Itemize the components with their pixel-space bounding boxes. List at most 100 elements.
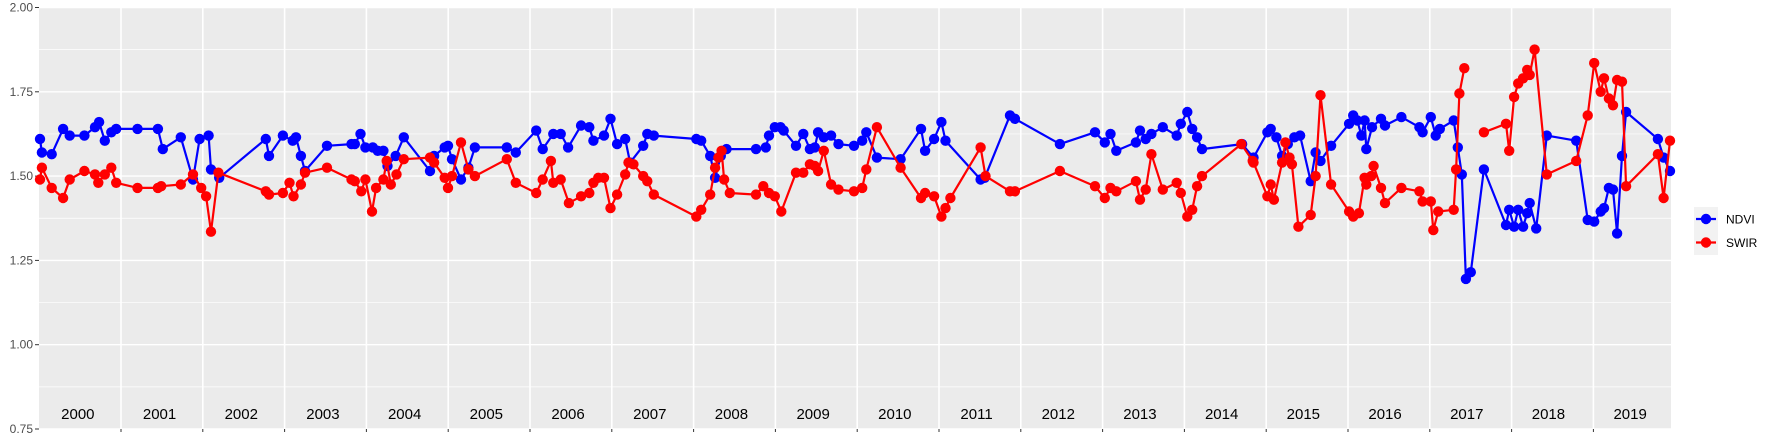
swir-point xyxy=(1325,179,1337,190)
swir-point xyxy=(1175,187,1187,199)
ndvi-point xyxy=(1265,123,1276,135)
ndvi-point xyxy=(750,143,762,155)
year-label: 2000 xyxy=(61,406,94,423)
swir-point xyxy=(200,191,212,202)
swir-point xyxy=(769,191,780,202)
ndvi-point xyxy=(157,143,168,155)
swir-point xyxy=(545,155,557,167)
swir-point xyxy=(299,167,311,178)
swir-point xyxy=(975,142,986,153)
year-label: 2004 xyxy=(388,406,421,423)
ndvi-point xyxy=(1089,127,1101,138)
swir-point xyxy=(605,202,616,214)
ndvi-point xyxy=(1434,123,1446,135)
swir-point xyxy=(106,162,117,173)
ndvi-point xyxy=(1417,127,1428,138)
swir-point xyxy=(628,159,639,170)
ndvi-point xyxy=(1191,132,1203,143)
swir-point xyxy=(187,169,199,180)
swir-point xyxy=(57,192,69,204)
swir-point xyxy=(1353,208,1365,219)
swir-point xyxy=(598,172,610,183)
legend: NDVI SWIR xyxy=(1694,207,1758,255)
ndvi-point xyxy=(1517,221,1529,232)
swir-point xyxy=(1375,182,1387,194)
year-label: 2007 xyxy=(633,406,666,423)
ndvi-point xyxy=(1356,130,1367,141)
year-label: 2006 xyxy=(551,406,584,423)
swir-point xyxy=(1268,194,1280,205)
y-tick-label: 1.50 xyxy=(10,169,34,183)
ndvi-point xyxy=(936,116,947,128)
ndvi-point xyxy=(611,138,623,150)
swir-point xyxy=(1658,192,1669,204)
ndvi-point xyxy=(1598,202,1610,214)
legend-key-point-swir xyxy=(1700,237,1712,248)
swir-point xyxy=(295,179,307,190)
swir-point xyxy=(442,182,454,194)
swir-point xyxy=(1508,91,1520,103)
swir-point xyxy=(349,176,360,187)
swir-point xyxy=(936,211,947,222)
swir-point xyxy=(1589,57,1600,69)
swir-point xyxy=(705,189,716,200)
ndvi-point xyxy=(1359,115,1370,126)
ndvi-point xyxy=(1504,204,1515,215)
swir-point xyxy=(366,206,378,217)
ndvi-point xyxy=(555,128,566,140)
ndvi-point xyxy=(1500,219,1512,231)
ndvi-point xyxy=(1146,128,1157,140)
ndvi-point xyxy=(290,132,302,143)
legend-label-ndvi: NDVI xyxy=(1726,213,1755,227)
swir-point xyxy=(945,192,956,204)
swir-point xyxy=(381,155,392,167)
swir-point xyxy=(1089,181,1101,192)
ndvi-point xyxy=(1343,118,1355,129)
ndvi-point xyxy=(194,133,205,145)
year-label: 2005 xyxy=(470,406,503,423)
ndvi-point xyxy=(763,130,775,141)
swir-point xyxy=(1054,165,1066,177)
ndvi-point xyxy=(36,147,48,158)
swir-line xyxy=(38,67,1466,233)
ndvi-point xyxy=(1130,137,1142,148)
ndvi-point xyxy=(1531,223,1542,234)
swir-point xyxy=(288,191,299,202)
swir-point xyxy=(79,165,90,177)
swir-point xyxy=(1500,118,1512,129)
swir-point xyxy=(1448,204,1459,215)
ndvi-point xyxy=(940,135,951,146)
ndvi-point xyxy=(501,142,512,153)
ndvi-point xyxy=(1607,184,1619,195)
swir-point xyxy=(510,177,521,188)
swir-point xyxy=(575,191,587,202)
ndvi-point xyxy=(263,150,275,162)
ndvi-point xyxy=(928,133,940,145)
swir-point xyxy=(64,174,75,185)
year-label: 2014 xyxy=(1205,406,1238,423)
swir-point xyxy=(861,164,872,175)
ndvi-point xyxy=(321,140,333,151)
swir-point xyxy=(1529,44,1540,55)
swir-point xyxy=(1396,182,1407,194)
swir-point xyxy=(385,179,396,190)
ndvi-point xyxy=(1157,122,1169,133)
y-tick-label: 1.25 xyxy=(10,253,34,267)
swir-point xyxy=(1598,73,1610,84)
swir-point xyxy=(696,204,707,215)
swir-point xyxy=(1286,159,1298,170)
ndvi-point xyxy=(548,128,559,140)
ndvi-point xyxy=(1171,130,1182,141)
swir-point xyxy=(531,187,542,199)
ndvi-point xyxy=(277,130,289,141)
year-label: 2001 xyxy=(143,406,176,423)
year-label: 2012 xyxy=(1042,406,1075,423)
ndvi-point xyxy=(1187,123,1198,135)
swir-point xyxy=(1504,145,1515,156)
year-label: 2015 xyxy=(1287,406,1320,423)
ndvi-point xyxy=(537,143,548,155)
swir-point xyxy=(1171,177,1182,188)
ndvi-point xyxy=(455,174,467,185)
swir-point xyxy=(555,174,566,185)
